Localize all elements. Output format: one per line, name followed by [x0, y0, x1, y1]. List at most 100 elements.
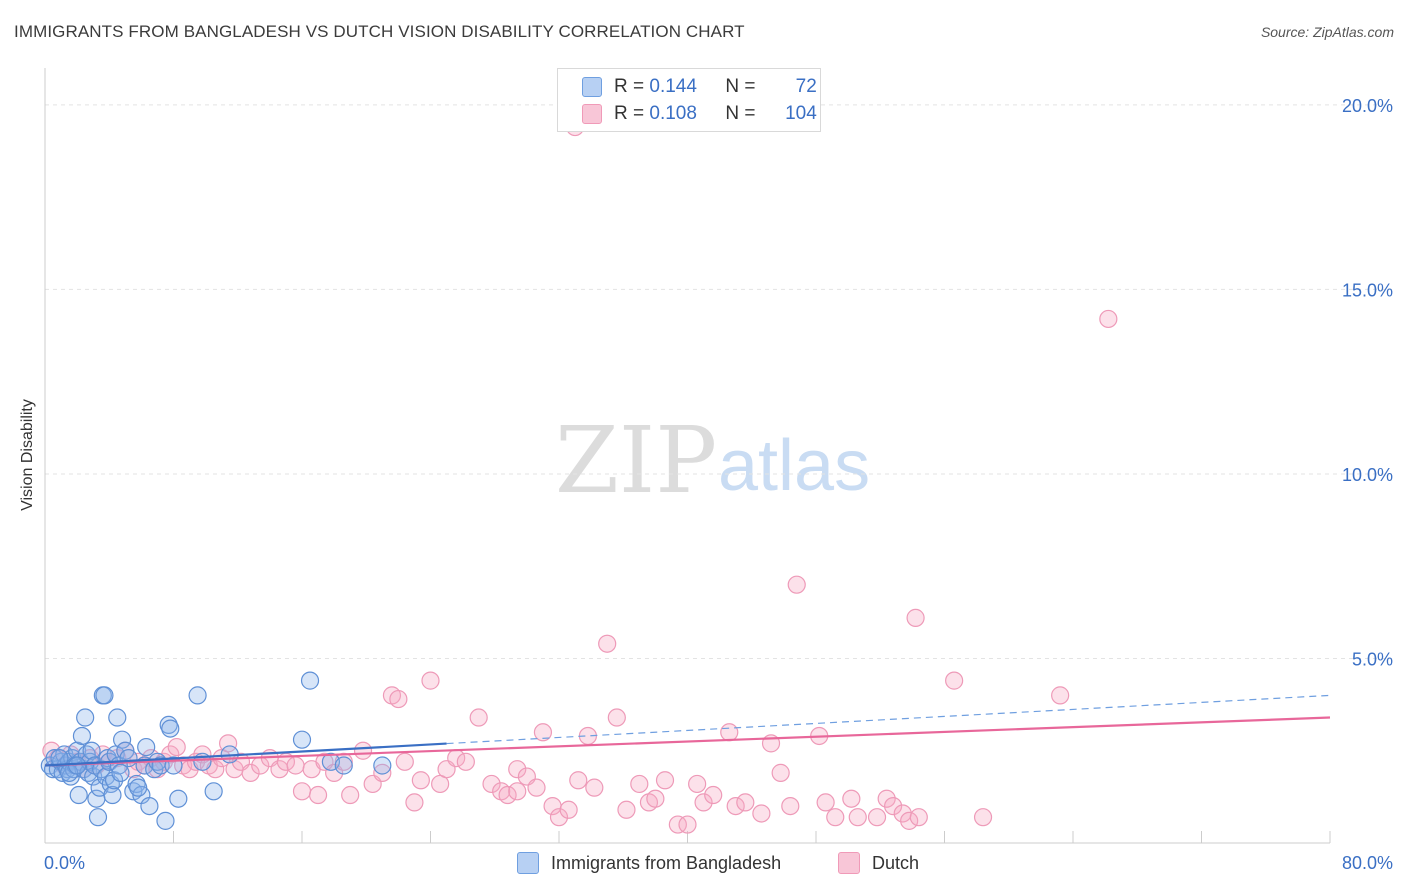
data-point-dutch	[678, 815, 697, 834]
data-point-bangladesh	[140, 796, 159, 816]
data-point-dutch	[341, 785, 360, 805]
data-point-dutch	[883, 796, 903, 816]
data-point-dutch	[736, 793, 755, 812]
data-point-dutch	[842, 789, 861, 808]
data-point-bangladesh	[76, 708, 95, 727]
data-point-dutch	[405, 793, 424, 812]
data-point-dutch	[694, 793, 713, 812]
data-point-dutch	[585, 778, 604, 797]
data-point-dutch	[848, 808, 867, 827]
data-point-dutch	[781, 796, 800, 816]
data-point-dutch	[508, 760, 527, 779]
trend-line-bangladesh	[44, 742, 447, 767]
data-point-dutch	[569, 771, 588, 790]
legend-r-value: 0.144	[649, 76, 697, 97]
data-point-dutch	[655, 771, 675, 790]
data-point-dutch	[533, 723, 553, 742]
legend-label-bangladesh: Immigrants from Bangladesh	[551, 852, 782, 873]
data-point-dutch	[598, 634, 617, 653]
data-point-bangladesh	[69, 785, 88, 805]
data-point-dutch	[900, 811, 919, 830]
data-point-bangladesh	[103, 785, 122, 805]
data-point-bangladesh	[334, 756, 353, 775]
data-point-dutch	[1099, 309, 1118, 329]
data-point-dutch	[906, 608, 925, 627]
data-point-dutch	[668, 815, 687, 834]
data-point-dutch	[646, 789, 665, 808]
y-tick-label: 15.0%	[1342, 280, 1393, 300]
data-point-dutch	[292, 782, 312, 801]
data-point-dutch	[704, 785, 723, 805]
data-point-dutch	[1051, 686, 1070, 705]
y-tick-label: 20.0%	[1342, 96, 1393, 116]
data-point-dutch	[617, 800, 636, 819]
data-point-dutch	[877, 789, 896, 808]
legend-item-dutch: Dutch	[838, 852, 919, 874]
data-point-dutch	[630, 774, 649, 794]
data-point-dutch	[469, 708, 488, 727]
legend-r-value: 0.108	[649, 103, 697, 124]
data-point-bangladesh	[104, 771, 124, 790]
data-point-dutch	[688, 774, 707, 794]
data-point-dutch	[787, 575, 806, 594]
legend-n-label: N =	[725, 76, 756, 97]
data-point-dutch	[389, 689, 408, 709]
data-point-bangladesh	[72, 726, 92, 746]
data-point-bangladesh	[373, 756, 392, 775]
legend-item-bangladesh: Immigrants from Bangladesh	[517, 852, 781, 874]
data-point-dutch	[549, 808, 569, 827]
data-point-dutch	[527, 778, 546, 797]
stats-legend: R = 0.144 N = 72 R = 0.108 N = 104	[557, 68, 821, 132]
data-point-dutch	[411, 771, 430, 790]
legend-row-dutch: R = 0.108 N = 104	[582, 102, 817, 126]
data-point-dutch	[945, 671, 964, 690]
data-point-dutch	[559, 800, 578, 819]
data-point-dutch	[607, 708, 626, 727]
data-point-dutch	[241, 763, 260, 782]
data-point-dutch	[720, 723, 739, 742]
data-point-dutch	[867, 808, 887, 827]
data-point-bangladesh	[112, 730, 132, 749]
data-point-bangladesh	[137, 737, 156, 757]
x-tick-label: 80.0%	[1342, 853, 1393, 873]
data-point-dutch	[752, 804, 771, 823]
legend-swatch-bangladesh	[582, 77, 602, 97]
legend-swatch-dutch	[838, 852, 860, 874]
data-point-bangladesh	[204, 782, 223, 801]
data-point-dutch	[498, 785, 517, 805]
data-point-dutch	[816, 793, 835, 812]
trend-line-bangladesh-extension	[446, 694, 1331, 745]
watermark-zip: ZIP	[555, 407, 717, 514]
data-point-dutch	[909, 808, 928, 827]
legend-swatch-dutch	[582, 104, 602, 124]
data-point-bangladesh	[88, 808, 108, 827]
data-point-bangladesh	[119, 749, 138, 768]
data-point-bangladesh	[50, 749, 69, 768]
data-point-dutch	[373, 763, 392, 782]
source-label: Source: ZipAtlas.com	[1260, 24, 1394, 40]
data-point-dutch	[395, 752, 414, 771]
legend-n-value: 72	[795, 76, 817, 97]
data-point-bangladesh	[156, 811, 175, 830]
y-tick-label: 10.0%	[1342, 465, 1393, 485]
legend-n-label: N =	[725, 103, 756, 124]
legend-swatch-bangladesh	[517, 852, 539, 874]
data-point-bangladesh	[82, 741, 101, 760]
legend-label-dutch: Dutch	[872, 852, 920, 873]
data-point-dutch	[726, 796, 745, 816]
data-point-bangladesh	[95, 686, 114, 705]
data-point-dutch	[308, 785, 328, 805]
data-point-bangladesh	[108, 708, 127, 727]
y-tick-label: 5.0%	[1352, 649, 1393, 669]
data-point-bangladesh	[68, 741, 87, 760]
legend-row-bangladesh: R = 0.144 N = 72	[582, 75, 817, 99]
data-point-dutch	[973, 808, 993, 827]
data-point-bangladesh	[169, 789, 188, 808]
data-point-bangladesh	[188, 686, 207, 705]
data-point-dutch	[421, 671, 440, 690]
x-tick-label: 0.0%	[44, 853, 85, 873]
data-point-bangladesh	[111, 763, 130, 782]
watermark-atlas: atlas	[718, 426, 870, 506]
legend-r-label: R =	[614, 76, 645, 97]
